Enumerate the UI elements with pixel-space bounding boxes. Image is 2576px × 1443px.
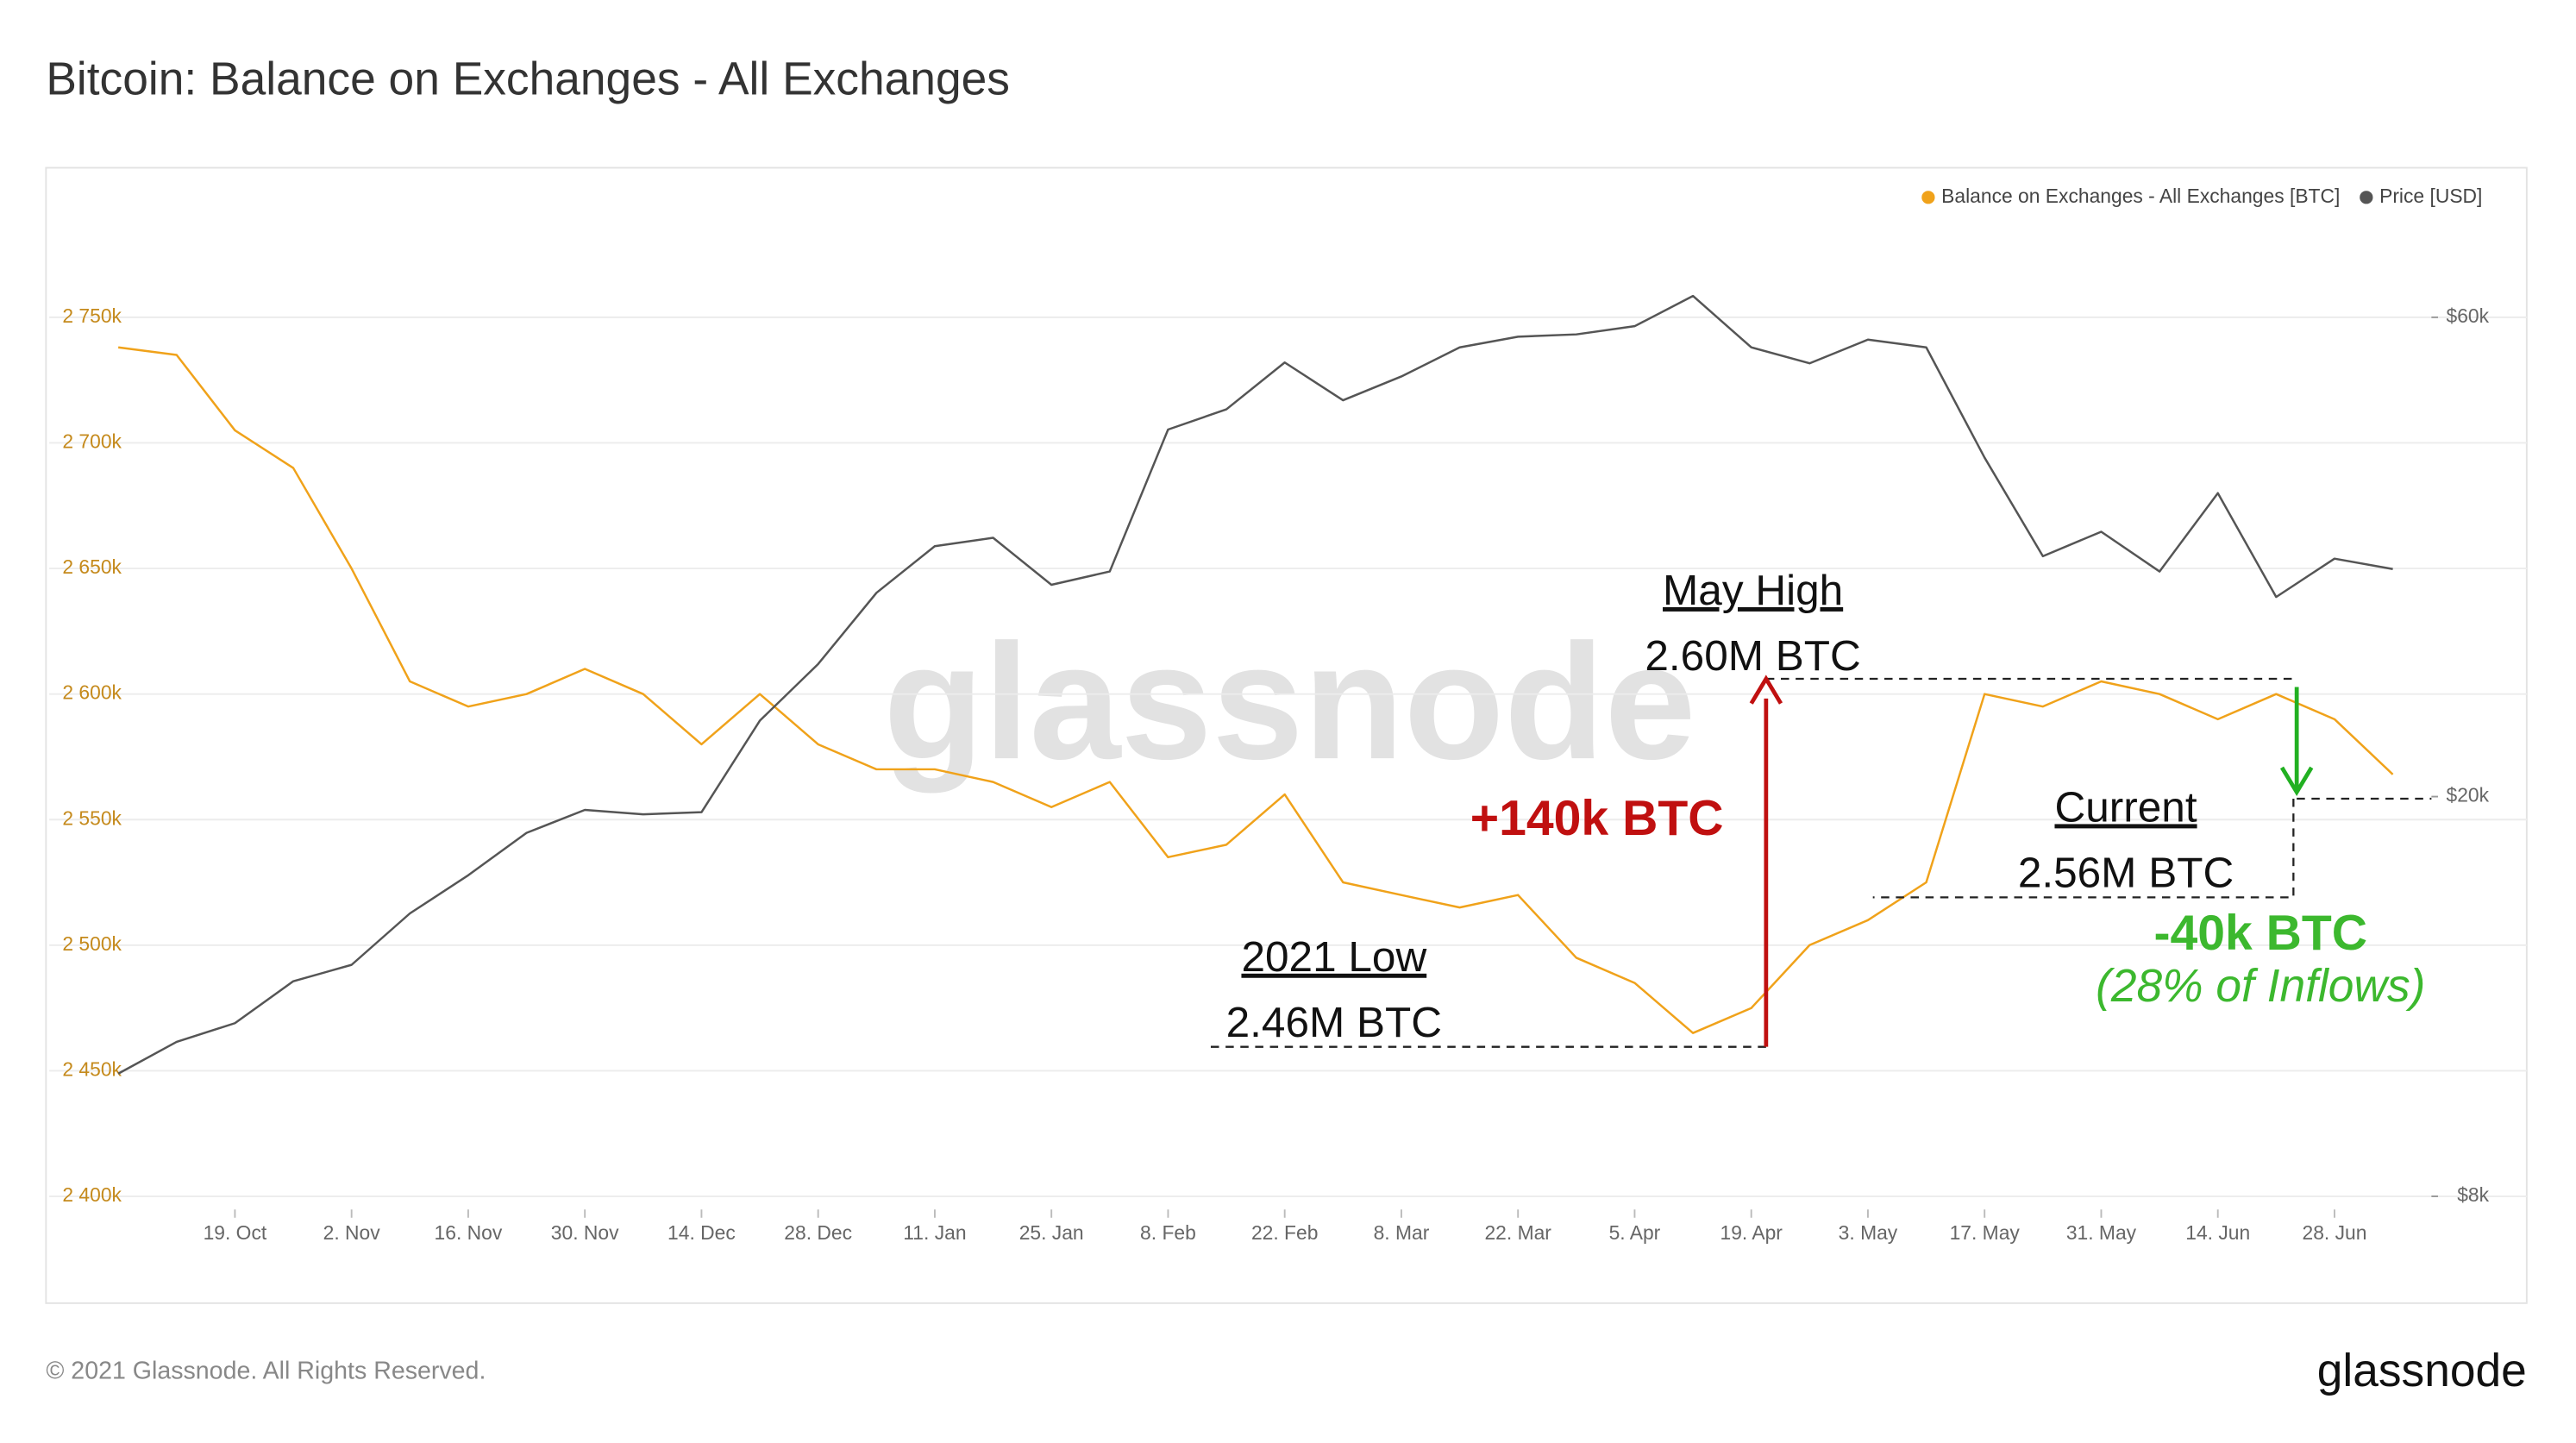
annotations: May High 2.60M BTC +140k BTC 2021 Low 2.…	[1210, 567, 2432, 1048]
series-line	[117, 346, 2394, 1034]
y-tick-label: 2 750k	[62, 304, 122, 327]
annotation: 2.56M BTC	[2018, 850, 2234, 897]
y2-tick-label: $8k	[2457, 1183, 2489, 1206]
legend-label: Price [USD]	[2379, 185, 2482, 207]
x-tick-label: 19. Apr	[1720, 1221, 1783, 1244]
legend-label: Balance on Exchanges - All Exchanges [BT…	[1941, 185, 2340, 207]
annotation: (28% of Inflows)	[2096, 961, 2425, 1012]
logo: glassnode	[2317, 1346, 2527, 1396]
y-tick-label: 2 700k	[62, 430, 122, 453]
y-tick-label: 2 600k	[62, 681, 122, 704]
x-tick-label: 3. May	[1839, 1221, 1898, 1244]
annotation: 2021 Low	[1241, 933, 1426, 981]
annotation: May High	[1663, 567, 1843, 614]
fall-arrow-head	[2279, 766, 2314, 797]
x-tick-label: 28. Dec	[784, 1221, 852, 1244]
y-tick-label: 2 450k	[62, 1057, 122, 1080]
rise-arrow-head	[1749, 674, 1783, 705]
x-tick-label: 2. Nov	[323, 1221, 381, 1244]
plot: 2 400k 2 450k 2 500k 2 550k 2 600k 2 650k 2 70…	[49, 185, 2527, 1244]
annotation: +140k BTC	[1470, 791, 1724, 846]
x-tick-label: 17. May	[1950, 1221, 2021, 1244]
chart-frame	[45, 166, 2528, 1304]
y-tick-label: 2 500k	[62, 932, 122, 955]
x-tick-label: 14. Jun	[2185, 1221, 2250, 1244]
x-tick-label: 22. Feb	[1251, 1221, 1318, 1244]
legend-dot	[2360, 191, 2373, 204]
footer: © 2021 Glassnode. All Rights Reserved.	[46, 1357, 486, 1384]
x-tick-label: 8. Mar	[1374, 1221, 1430, 1244]
x-tick-label: 22. Mar	[1484, 1221, 1551, 1244]
x-tick-label: 30. Nov	[551, 1221, 619, 1244]
annotation: Current	[2054, 783, 2197, 831]
x-tick-label: 5. Apr	[1609, 1221, 1661, 1244]
chart-title: Bitcoin: Balance on Exchanges - All Exch…	[46, 54, 1010, 105]
x-tick-label: 8. Feb	[1140, 1221, 1196, 1244]
x-tick-label: 11. Jan	[903, 1221, 966, 1244]
legend-dot	[1921, 191, 1935, 204]
x-tick-label: 16. Nov	[435, 1221, 503, 1244]
annotation: -40k BTC	[2153, 906, 2367, 961]
annotation: 2.46M BTC	[1226, 999, 1442, 1046]
y2-tick-label: $20k	[2446, 784, 2489, 806]
watermark: glassnode	[883, 611, 1695, 794]
annotation: 2.60M BTC	[1645, 632, 1860, 680]
x-tick-label: 31. May	[2066, 1221, 2137, 1244]
y-tick-label: 2 550k	[62, 806, 122, 829]
x-tick-label: 28. Jun	[2303, 1221, 2367, 1244]
series-line	[117, 294, 2393, 1075]
x-tick-label: 14. Dec	[668, 1221, 736, 1244]
y-tick-label: 2 400k	[62, 1183, 122, 1206]
x-tick-label: 19. Oct	[204, 1221, 267, 1244]
y2-tick-label: $60k	[2446, 304, 2489, 327]
x-tick-label: 25. Jan	[1019, 1221, 1084, 1244]
y-tick-label: 2 650k	[62, 555, 122, 578]
